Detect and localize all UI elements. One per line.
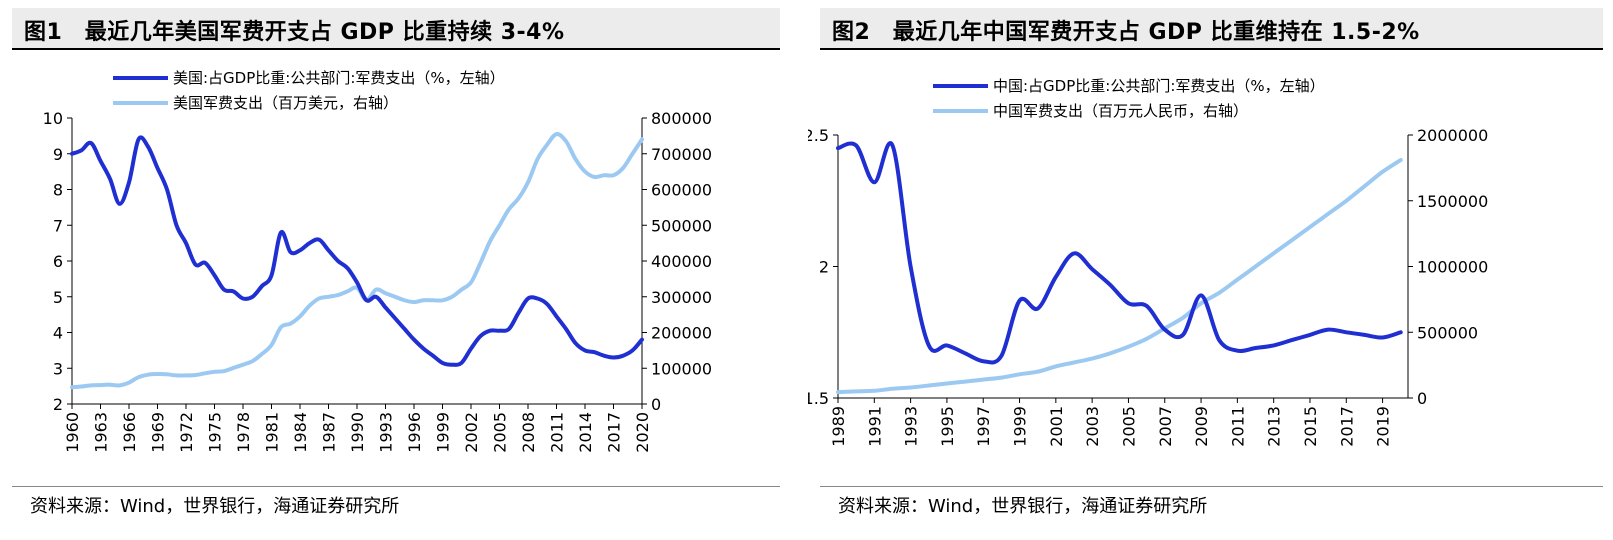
legend-label: 美国军费支出（百万美元，右轴） xyxy=(173,94,398,112)
y-right-tick-label: 1000000 xyxy=(1417,258,1488,277)
y-left-tick-label: 2.5 xyxy=(808,126,829,145)
y-right-tick-label: 0 xyxy=(651,395,661,414)
series-line-spending xyxy=(836,158,1403,395)
y-right-tick-label: 200000 xyxy=(651,324,712,343)
y-right-tick-label: 100000 xyxy=(651,359,712,378)
y-right-tick-label: 0 xyxy=(1417,389,1427,408)
y-left-tick-label: 7 xyxy=(53,216,63,235)
x-tick-label: 1990 xyxy=(348,412,367,453)
y-right-tick-label: 2000000 xyxy=(1417,126,1488,145)
x-tick-label: 2011 xyxy=(548,412,567,453)
x-tick-label: 2015 xyxy=(1301,406,1320,447)
source-divider xyxy=(12,486,780,487)
y-left-tick-label: 8 xyxy=(53,181,63,200)
x-tick-label: 2008 xyxy=(519,412,538,453)
y-left-tick-label: 2 xyxy=(53,395,63,414)
x-tick-label: 2003 xyxy=(1083,406,1102,447)
y-right-tick-label: 500000 xyxy=(1417,323,1478,342)
x-tick-label: 1981 xyxy=(263,412,282,453)
source-text: 资料来源：Wind，世界银行，海通证券研究所 xyxy=(838,496,1208,517)
chart-china-military-spending: 1.5 2 2.5 0 500000 1000000 1500000 2000000 1989 1… xyxy=(808,77,1488,447)
y-right-tick-label: 600000 xyxy=(651,181,712,200)
x-tick-label: 2020 xyxy=(633,412,652,453)
y-left-tick-label: 3 xyxy=(53,359,63,378)
x-tick-label: 1997 xyxy=(974,406,993,447)
x-tick-label: 1999 xyxy=(434,412,453,453)
x-tick-label: 1989 xyxy=(829,406,848,447)
series-line-spending xyxy=(70,132,644,390)
x-tick-label: 1984 xyxy=(291,412,310,453)
x-tick-label: 2005 xyxy=(1119,406,1138,447)
source-text: 资料来源：Wind，世界银行，海通证券研究所 xyxy=(30,496,400,517)
y-right-tick-label: 700000 xyxy=(651,145,712,164)
y-right-tick-label: 300000 xyxy=(651,288,712,307)
y-left-tick-label: 10 xyxy=(43,109,63,128)
y-right-tick-label: 800000 xyxy=(651,109,712,128)
source-divider xyxy=(820,486,1603,487)
x-tick-label: 2002 xyxy=(462,412,481,453)
legend-label: 中国军费支出（百万元人民币，右轴） xyxy=(993,102,1248,120)
y-left-tick-label: 6 xyxy=(53,252,63,271)
x-tick-label: 1999 xyxy=(1011,406,1030,447)
y-right-tick-label: 400000 xyxy=(651,252,712,271)
chart-title: 图2 最近几年中国军费开支占 GDP 比重维持在 1.5-2% xyxy=(832,20,1420,45)
x-tick-label: 1960 xyxy=(63,412,82,453)
x-tick-label: 2007 xyxy=(1156,406,1175,447)
x-tick-label: 2005 xyxy=(491,412,510,453)
x-tick-label: 1966 xyxy=(120,412,139,453)
x-tick-label: 2001 xyxy=(1047,406,1066,447)
x-tick-label: 1987 xyxy=(320,412,339,453)
chart-title: 图1 最近几年美国军费开支占 GDP 比重持续 3-4% xyxy=(24,20,565,45)
x-tick-label: 1995 xyxy=(938,406,957,447)
title-bar: 图2 最近几年中国军费开支占 GDP 比重维持在 1.5-2% xyxy=(820,8,1603,50)
x-tick-label: 1963 xyxy=(92,412,111,453)
legend-label: 美国:占GDP比重:公共部门:军费支出（%，左轴） xyxy=(173,69,505,87)
y-left-tick-label: 2 xyxy=(819,258,829,277)
chart-us-military-spending: 2 3 4 5 6 7 8 9 10 0 100000 200000 300000 400000 50000… xyxy=(43,69,712,453)
x-tick-label: 1996 xyxy=(405,412,424,453)
x-tick-label: 2013 xyxy=(1265,406,1284,447)
y-right-tick-label: 500000 xyxy=(651,216,712,235)
x-tick-label: 1993 xyxy=(902,406,921,447)
chart-panel-us: 图1 最近几年美国军费开支占 GDP 比重持续 3-4% 2 3 4 5 6 7 8 9 10 0… xyxy=(0,0,790,540)
series-line-gdp-share xyxy=(836,141,1403,365)
y-right-tick-label: 1500000 xyxy=(1417,192,1488,211)
chart-panel-china: 图2 最近几年中国军费开支占 GDP 比重维持在 1.5-2% 1.5 2 2.5 0… xyxy=(808,0,1613,540)
series-line-gdp-share xyxy=(70,135,644,367)
y-left-tick-label: 5 xyxy=(53,288,63,307)
title-bar: 图1 最近几年美国军费开支占 GDP 比重持续 3-4% xyxy=(12,8,780,50)
legend-label: 中国:占GDP比重:公共部门:军费支出（%，左轴） xyxy=(993,77,1325,95)
y-left-tick-label: 9 xyxy=(53,145,63,164)
x-tick-label: 2011 xyxy=(1228,406,1247,447)
x-tick-label: 1993 xyxy=(377,412,396,453)
x-tick-label: 2014 xyxy=(576,412,595,453)
x-tick-label: 1975 xyxy=(206,412,225,453)
y-left-tick-label: 4 xyxy=(53,324,63,343)
x-tick-label: 1972 xyxy=(177,412,196,453)
x-tick-label: 2009 xyxy=(1192,406,1211,447)
y-left-tick-label: 1.5 xyxy=(808,389,829,408)
x-tick-label: 1978 xyxy=(234,412,253,453)
x-tick-label: 2019 xyxy=(1374,406,1393,447)
x-tick-label: 1969 xyxy=(149,412,168,453)
x-tick-label: 2017 xyxy=(605,412,624,453)
x-tick-label: 1991 xyxy=(865,406,884,447)
x-tick-label: 2017 xyxy=(1337,406,1356,447)
